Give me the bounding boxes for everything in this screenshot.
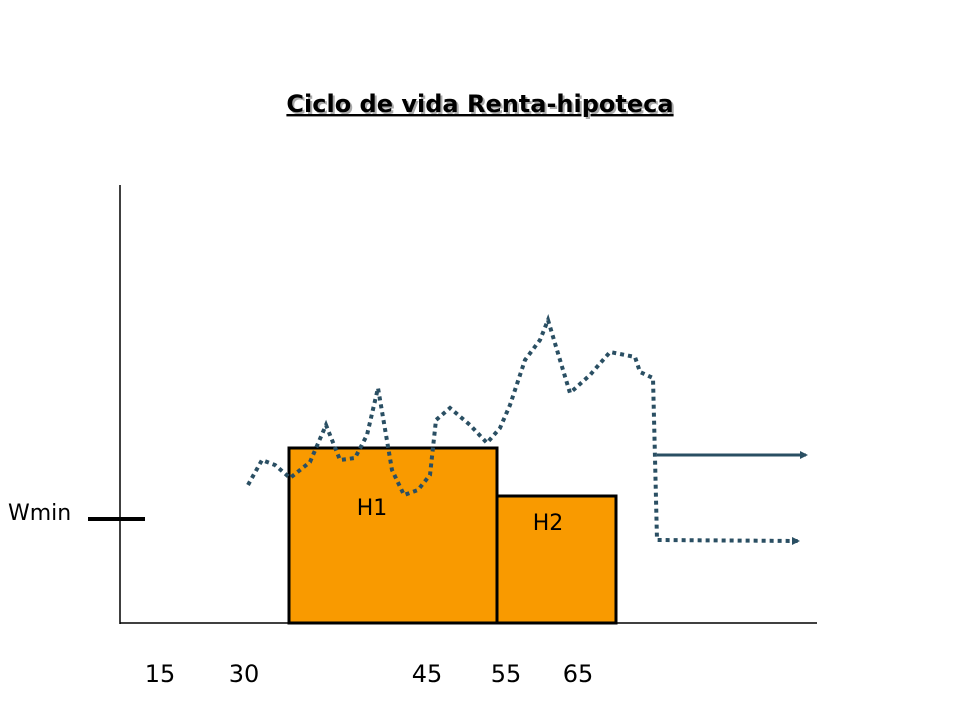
box-label: H1 (357, 496, 388, 521)
axis-label: 65 (563, 660, 594, 688)
title-shadow: Ciclo de vida Renta-hipoteca (288, 92, 675, 120)
axis-label: 45 (412, 660, 443, 688)
axis-label: 15 (145, 660, 176, 688)
axis-label: 30 (229, 660, 260, 688)
axis-labels: 15 30 45 55 65 (145, 660, 594, 688)
axis-label: 55 (491, 660, 522, 688)
box-h1 (287, 446, 499, 625)
box-label: H2 (533, 511, 564, 536)
title: Ciclo de vida Renta-hipoteca (286, 90, 673, 118)
threshold-label: Wmin (8, 501, 71, 526)
box-h2 (495, 494, 618, 625)
